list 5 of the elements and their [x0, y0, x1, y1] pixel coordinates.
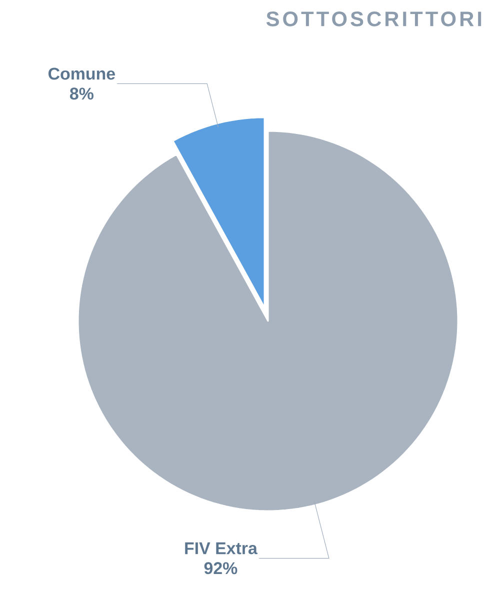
data-label: 92% — [204, 562, 238, 574]
chart-title: SOTTOSCRITTORI — [266, 12, 482, 26]
slice-label: Comune — [48, 68, 115, 80]
slice-label: FIV Extra — [185, 542, 258, 554]
data-label: 8% — [70, 88, 94, 100]
